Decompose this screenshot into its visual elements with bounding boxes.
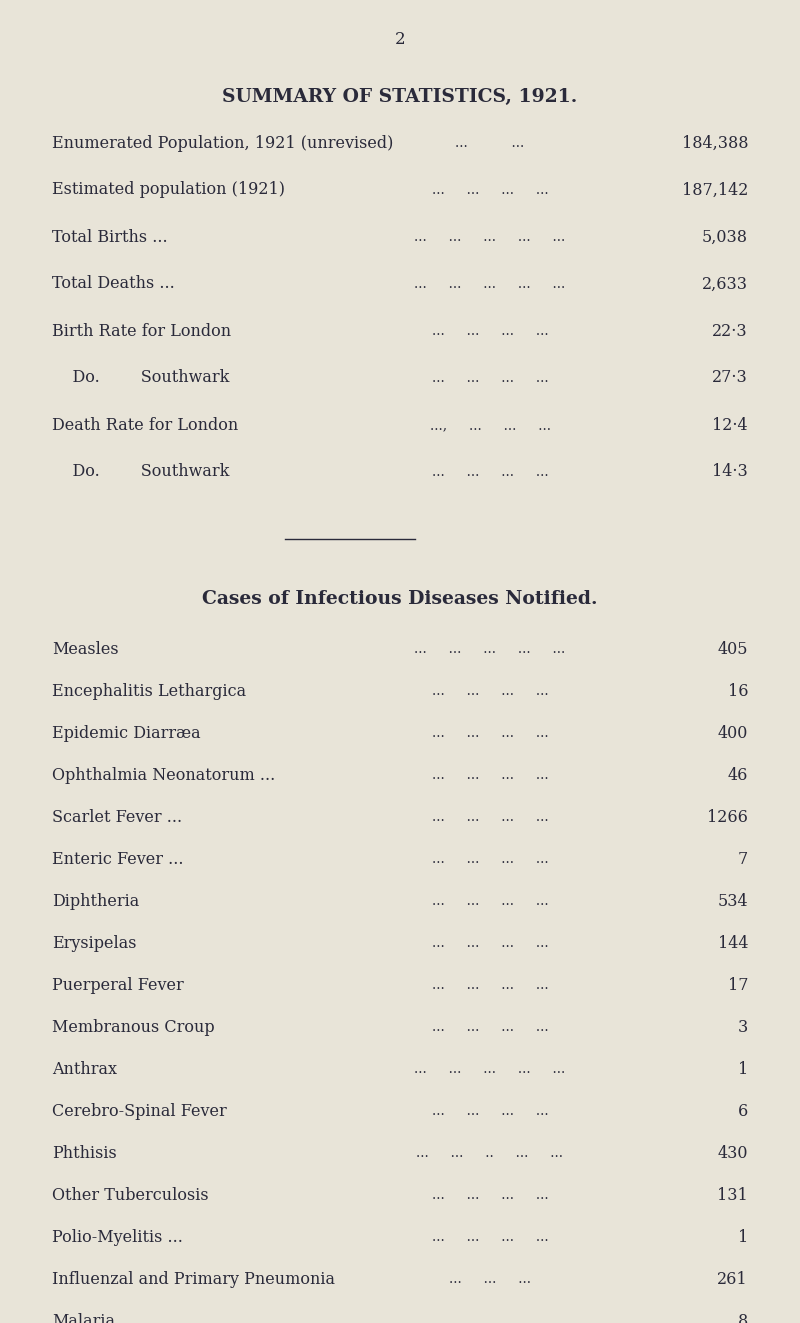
- Text: ...     ...     ...     ...: ... ... ... ...: [432, 1020, 548, 1035]
- Text: Polio-Myelitis ...: Polio-Myelitis ...: [52, 1229, 183, 1245]
- Text: Enteric Fever ...: Enteric Fever ...: [52, 851, 183, 868]
- Text: ...     ...     ...     ...     ...: ... ... ... ... ...: [414, 1062, 566, 1076]
- Text: Malaria: Malaria: [52, 1312, 115, 1323]
- Text: 8: 8: [738, 1312, 748, 1323]
- Text: Diphtheria: Diphtheria: [52, 893, 139, 909]
- Text: 430: 430: [718, 1144, 748, 1162]
- Text: ...     ...     ...     ...: ... ... ... ...: [432, 684, 548, 699]
- Text: ...     ...     ...     ...: ... ... ... ...: [432, 183, 548, 197]
- Text: 14·3: 14·3: [712, 463, 748, 480]
- Text: Birth Rate for London: Birth Rate for London: [52, 323, 231, 340]
- Text: Scarlet Fever ...: Scarlet Fever ...: [52, 808, 182, 826]
- Text: ...     ...     ..     ...     ...: ... ... .. ... ...: [417, 1146, 563, 1160]
- Text: Estimated population (1921): Estimated population (1921): [52, 181, 285, 198]
- Text: Other Tuberculosis: Other Tuberculosis: [52, 1187, 209, 1204]
- Text: Total Births ...: Total Births ...: [52, 229, 168, 246]
- Text: ...     ...     ...     ...: ... ... ... ...: [432, 767, 548, 782]
- Text: 261: 261: [718, 1270, 748, 1287]
- Text: 1266: 1266: [707, 808, 748, 826]
- Text: Membranous Croup: Membranous Croup: [52, 1019, 214, 1036]
- Text: ...     ...     ...     ...: ... ... ... ...: [432, 810, 548, 824]
- Text: 46: 46: [728, 766, 748, 783]
- Text: Erysipelas: Erysipelas: [52, 934, 137, 951]
- Text: ...     ...     ...     ...: ... ... ... ...: [432, 1230, 548, 1244]
- Text: ...     ...     ...     ...: ... ... ... ...: [432, 1103, 548, 1118]
- Text: ...          ...: ... ...: [455, 136, 525, 149]
- Text: ...     ...     ...     ...: ... ... ... ...: [432, 370, 548, 385]
- Text: ...     ...     ...     ...: ... ... ... ...: [432, 324, 548, 337]
- Text: Cases of Infectious Diseases Notified.: Cases of Infectious Diseases Notified.: [202, 590, 598, 609]
- Text: ...     ...     ...     ...     ...: ... ... ... ... ...: [414, 1314, 566, 1323]
- Text: Encephalitis Lethargica: Encephalitis Lethargica: [52, 683, 246, 700]
- Text: ...     ...     ...: ... ... ...: [449, 1271, 531, 1286]
- Text: Cerebro-Spinal Fever: Cerebro-Spinal Fever: [52, 1102, 226, 1119]
- Text: 400: 400: [718, 725, 748, 741]
- Text: ...     ...     ...     ...: ... ... ... ...: [432, 726, 548, 740]
- Text: 1: 1: [738, 1061, 748, 1077]
- Text: ...     ...     ...     ...: ... ... ... ...: [432, 1188, 548, 1203]
- Text: Enumerated Population, 1921 (unrevised): Enumerated Population, 1921 (unrevised): [52, 135, 394, 152]
- Text: Do.        Southwark: Do. Southwark: [52, 369, 230, 386]
- Text: Epidemic Diarræa: Epidemic Diarræa: [52, 725, 201, 741]
- Text: 7: 7: [738, 851, 748, 868]
- Text: ...,     ...     ...     ...: ..., ... ... ...: [430, 418, 550, 433]
- Text: Ophthalmia Neonatorum ...: Ophthalmia Neonatorum ...: [52, 766, 275, 783]
- Text: Phthisis: Phthisis: [52, 1144, 117, 1162]
- Text: ...     ...     ...     ...: ... ... ... ...: [432, 894, 548, 908]
- Text: 131: 131: [718, 1187, 748, 1204]
- Text: Measles: Measles: [52, 640, 118, 658]
- Text: 2,633: 2,633: [702, 275, 748, 292]
- Text: 534: 534: [718, 893, 748, 909]
- Text: ...     ...     ...     ...: ... ... ... ...: [432, 935, 548, 950]
- Text: ...     ...     ...     ...     ...: ... ... ... ... ...: [414, 277, 566, 291]
- Text: 16: 16: [727, 683, 748, 700]
- Text: Do.        Southwark: Do. Southwark: [52, 463, 230, 480]
- Text: 17: 17: [727, 976, 748, 994]
- Text: 6: 6: [738, 1102, 748, 1119]
- Text: Total Deaths ...: Total Deaths ...: [52, 275, 174, 292]
- Text: Anthrax: Anthrax: [52, 1061, 117, 1077]
- Text: ...     ...     ...     ...: ... ... ... ...: [432, 852, 548, 867]
- Text: 5,038: 5,038: [702, 229, 748, 246]
- Text: 22·3: 22·3: [712, 323, 748, 340]
- Text: 144: 144: [718, 934, 748, 951]
- Text: SUMMARY OF STATISTICS, 1921.: SUMMARY OF STATISTICS, 1921.: [222, 89, 578, 106]
- Text: ...     ...     ...     ...: ... ... ... ...: [432, 464, 548, 479]
- Text: 184,388: 184,388: [682, 135, 748, 152]
- Text: 187,142: 187,142: [682, 181, 748, 198]
- Text: ...     ...     ...     ...     ...: ... ... ... ... ...: [414, 642, 566, 656]
- Text: 1: 1: [738, 1229, 748, 1245]
- Text: ...     ...     ...     ...: ... ... ... ...: [432, 978, 548, 992]
- Text: Influenzal and Primary Pneumonia: Influenzal and Primary Pneumonia: [52, 1270, 335, 1287]
- Text: 27·3: 27·3: [712, 369, 748, 386]
- Text: Puerperal Fever: Puerperal Fever: [52, 976, 184, 994]
- Text: 3: 3: [738, 1019, 748, 1036]
- Text: 2: 2: [394, 32, 406, 49]
- Text: Death Rate for London: Death Rate for London: [52, 417, 238, 434]
- Text: 12·4: 12·4: [712, 417, 748, 434]
- Text: 405: 405: [718, 640, 748, 658]
- Text: ...     ...     ...     ...     ...: ... ... ... ... ...: [414, 230, 566, 243]
